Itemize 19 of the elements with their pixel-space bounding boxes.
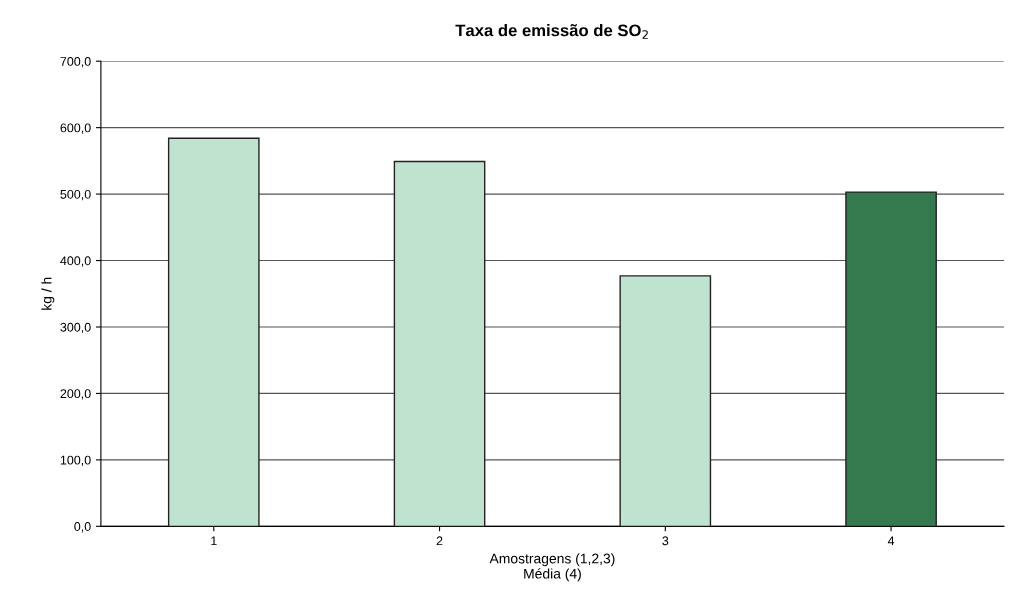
y-tick-label: 100,0 <box>60 455 91 466</box>
y-tick-label: 600,0 <box>60 123 91 134</box>
bar <box>393 160 486 527</box>
y-tick-label: 0,0 <box>74 522 91 533</box>
y-tick-label: 200,0 <box>60 389 91 400</box>
y-tick-label: 400,0 <box>60 256 91 267</box>
y-axis-title: kg / h <box>41 277 55 310</box>
x-tick-label: 3 <box>662 536 669 546</box>
x-tick-label: 4 <box>887 536 895 546</box>
x-axis-title: Amostragens (1,2,3) Média (4) <box>489 553 615 582</box>
bar <box>619 275 712 527</box>
y-tick-label: 700,0 <box>60 57 91 68</box>
bar <box>167 137 260 527</box>
x-tick-label: 1 <box>211 536 217 546</box>
y-tick-label: 300,0 <box>60 322 91 334</box>
chart-title: Taxa de emissão de SO$_{2}$ <box>455 24 648 39</box>
x-tick-label: 2 <box>436 536 443 546</box>
bar <box>845 191 937 527</box>
y-tick-label: 500,0 <box>60 189 91 201</box>
